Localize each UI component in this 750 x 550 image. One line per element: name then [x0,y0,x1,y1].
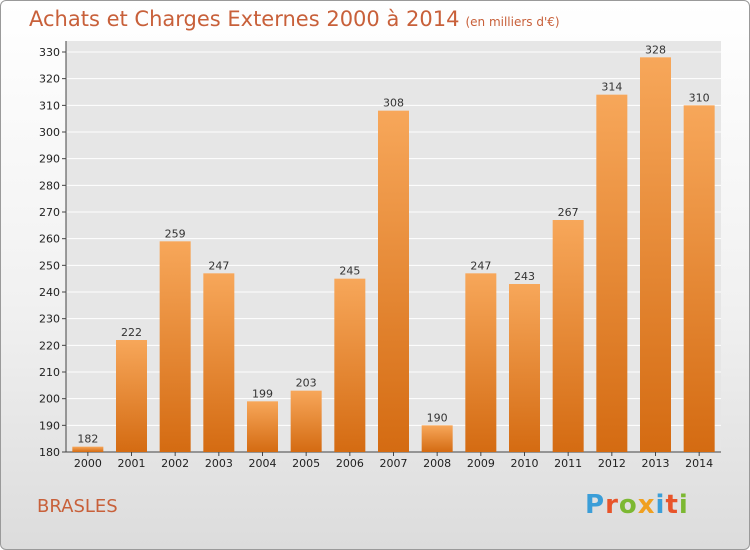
y-tick-label: 310 [39,99,60,112]
y-tick-label: 290 [39,153,60,166]
y-tick-label: 280 [39,179,60,192]
bar-2001 [116,340,147,452]
x-tick-label: 2004 [249,457,277,470]
y-tick-label: 220 [39,339,60,352]
logo-letter: r [605,490,619,520]
bar-value-label: 203 [296,377,317,390]
logo-letter: i [655,490,666,520]
x-tick-label: 2011 [554,457,582,470]
bar-value-label: 259 [165,227,186,240]
bar-value-label: 182 [77,433,98,446]
town-name: BRASLES [37,496,118,517]
y-tick-label: 190 [39,419,60,432]
x-tick-label: 2006 [336,457,364,470]
bar-2005 [290,390,322,452]
x-tick-label: 2000 [74,457,102,470]
bar-2009 [465,273,497,452]
proxiti-logo: Proxiti [585,490,689,520]
bar-2012 [596,94,628,453]
y-tick-label: 270 [39,206,60,219]
bar-2000 [72,446,104,452]
bar-value-label: 314 [601,81,622,94]
x-tick-label: 2008 [423,457,451,470]
y-tick-label: 200 [39,393,60,406]
x-tick-label: 2009 [467,457,495,470]
y-tick-label: 180 [39,446,60,459]
bar-value-label: 310 [689,91,710,104]
chart-title: Achats et Charges Externes 2000 à 2014 (e… [29,7,560,31]
bar-2011 [552,220,584,452]
bar-2010 [509,284,540,452]
x-tick-label: 2014 [685,457,713,470]
bar-2007 [378,110,409,453]
x-tick-label: 2003 [205,457,233,470]
logo-letter: x [637,490,656,520]
logo-letter: o [618,490,638,520]
bar-value-label: 328 [645,43,666,56]
bar-value-label: 267 [558,206,579,219]
y-tick-label: 330 [39,46,60,59]
bar-2006 [334,278,366,452]
logo-letter: i [678,490,689,520]
bar-2008 [421,425,453,452]
bar-value-label: 222 [121,326,142,339]
bar-value-label: 245 [339,265,360,278]
bar-value-label: 247 [470,259,491,272]
x-tick-label: 2007 [380,457,408,470]
y-tick-label: 210 [39,366,60,379]
bar-value-label: 199 [252,387,273,400]
bar-value-label: 243 [514,270,535,283]
chart-title-text: Achats et Charges Externes 2000 à 2014 [29,7,460,31]
y-tick-label: 250 [39,259,60,272]
bar-2013 [640,57,671,452]
bar-value-label: 247 [208,259,229,272]
y-tick-label: 320 [39,73,60,86]
x-tick-label: 2013 [642,457,670,470]
chart-subtitle: (en milliers d'€) [465,15,560,29]
bar-2003 [203,273,235,452]
x-tick-label: 2001 [118,457,146,470]
y-tick-label: 230 [39,313,60,326]
y-tick-label: 240 [39,286,60,299]
x-tick-label: 2005 [292,457,320,470]
bar-value-label: 308 [383,97,404,110]
logo-letter: t [665,490,679,520]
logo-letter: P [585,490,606,520]
y-tick-label: 300 [39,126,60,139]
bar-value-label: 190 [427,411,448,424]
y-tick-label: 260 [39,233,60,246]
x-tick-label: 2010 [511,457,539,470]
bar-2014 [683,105,715,452]
x-tick-label: 2012 [598,457,626,470]
bar-2004 [247,401,278,452]
bar-2002 [159,241,191,452]
x-tick-label: 2002 [161,457,189,470]
